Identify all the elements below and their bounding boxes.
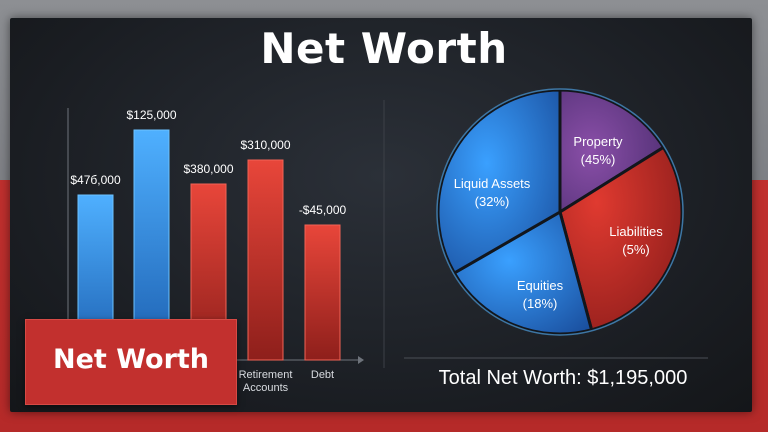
pie-slice — [452, 209, 594, 336]
badge-label: Net Worth — [52, 344, 210, 375]
pie-slice-label: Liquid Assets (32%) — [454, 176, 531, 209]
bar-value-label: -$45,000 — [299, 203, 347, 217]
pie-slice-label: Equities (18%) — [517, 278, 564, 311]
pie-slice — [558, 88, 666, 215]
pie-outline — [436, 88, 684, 336]
page-title: Net Worth — [260, 24, 508, 73]
bar-value-label: $47б,000 — [70, 173, 121, 187]
pie-slice — [558, 145, 684, 332]
bar-value-label: $380,000 — [183, 162, 233, 176]
bar-category-label: Retirement Accounts — [239, 369, 293, 394]
pie-slice-label: Liabilities (5%) — [609, 224, 663, 257]
bar-value-label: $125,000 — [126, 108, 176, 122]
bar-category-label: Debt — [311, 369, 334, 381]
pie-slice-label: Property (45%) — [573, 134, 623, 167]
x-axis-arrow — [358, 356, 364, 364]
pie-slice — [436, 88, 562, 276]
total-net-worth: Total Net Worth: $1,195,000 — [438, 367, 688, 389]
bar — [247, 159, 284, 361]
bar — [304, 224, 341, 361]
bar-value-label: $310,000 — [240, 138, 290, 152]
net-worth-badge: Net Worth — [25, 319, 237, 405]
